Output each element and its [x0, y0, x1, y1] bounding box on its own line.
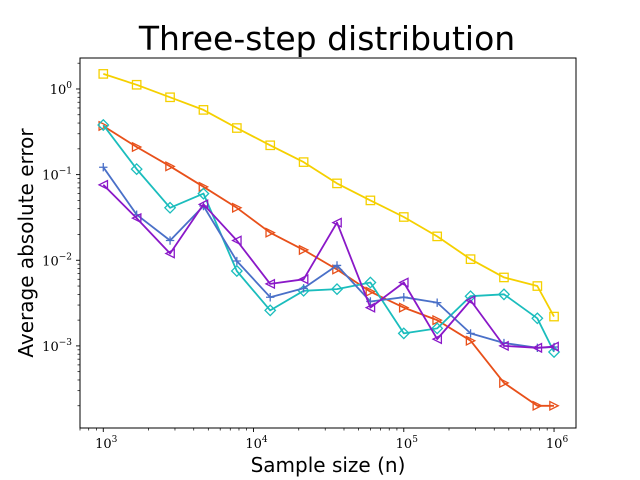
- triangle-right-marker: [499, 377, 510, 389]
- square-marker: [432, 231, 443, 242]
- square-marker: [365, 195, 376, 206]
- diamond-marker: [497, 288, 511, 301]
- diamond-marker: [330, 283, 344, 296]
- diamond-marker: [130, 162, 143, 176]
- triangle-left-marker: [131, 212, 142, 224]
- series-line: [103, 73, 555, 318]
- plus-marker: [232, 256, 242, 266]
- triangle-left-marker: [398, 277, 409, 288]
- diamond-marker: [431, 322, 444, 335]
- plus-marker: [466, 329, 475, 338]
- diamond-marker: [397, 327, 410, 340]
- square-marker: [98, 69, 109, 79]
- triangle-left-marker: [231, 235, 242, 246]
- triangle-left-marker: [531, 342, 543, 354]
- square-marker: [231, 123, 242, 133]
- plus-marker: [266, 293, 275, 302]
- triangle-right-marker: [231, 202, 243, 214]
- triangle-right-marker: [365, 286, 377, 297]
- x-tick-label: 105: [396, 435, 419, 452]
- diamond-marker: [197, 187, 210, 200]
- triangle-right-marker: [131, 141, 143, 153]
- y-tick-label: 10−1: [42, 167, 72, 184]
- diamond-marker: [264, 304, 277, 317]
- triangle-left-marker: [297, 274, 309, 285]
- plus-marker: [299, 284, 308, 293]
- square-marker: [549, 311, 559, 322]
- square-marker: [332, 178, 342, 189]
- triangle-right-marker: [265, 227, 276, 238]
- series-purple-triangle-left: [97, 179, 559, 354]
- x-tick-label: 103: [95, 435, 118, 452]
- y-axis-label: Average absolute error: [14, 128, 38, 358]
- x-tick-label: 104: [245, 435, 268, 452]
- triangle-right-marker: [398, 302, 410, 313]
- square-marker: [298, 157, 309, 167]
- series-line: [102, 184, 555, 349]
- plus-marker: [432, 298, 442, 307]
- square-marker: [532, 281, 543, 291]
- triangle-right-marker: [165, 161, 176, 172]
- y-tick-label: 10−2: [42, 252, 72, 269]
- triangle-left-marker: [464, 295, 476, 306]
- x-tick-label: 106: [546, 435, 569, 452]
- y-tick-label: 10−3: [42, 338, 72, 355]
- axis-ticks: 103 104 105 106 10−3 10−2 10−1 100: [42, 62, 569, 452]
- plus-marker: [332, 261, 342, 270]
- diamond-marker: [364, 276, 377, 289]
- plus-marker: [399, 293, 408, 302]
- square-marker: [198, 105, 209, 115]
- diamond-marker: [531, 312, 544, 325]
- triangle-right-marker: [465, 335, 477, 346]
- triangle-left-marker: [548, 341, 559, 352]
- triangle-right-marker: [432, 314, 443, 326]
- triangle-right-marker: [532, 400, 544, 412]
- diamond-marker: [97, 118, 110, 132]
- triangle-right-marker: [298, 244, 310, 256]
- square-marker: [165, 92, 175, 103]
- diamond-marker: [230, 264, 243, 278]
- square-marker: [398, 212, 409, 222]
- y-tick-label: 100: [50, 81, 73, 98]
- plus-marker: [165, 236, 175, 245]
- triangle-right-marker: [549, 400, 560, 412]
- square-marker: [131, 79, 142, 90]
- triangle-left-marker: [264, 278, 276, 290]
- square-marker: [499, 272, 509, 283]
- triangle-left-marker: [364, 302, 376, 313]
- triangle-left-marker: [197, 199, 209, 210]
- diamond-marker: [163, 201, 177, 214]
- triangle-left-marker: [97, 179, 109, 191]
- x-axis-label: Sample size (n): [251, 453, 406, 477]
- triangle-left-marker: [498, 340, 509, 352]
- plot-area: [97, 69, 561, 412]
- triangle-left-marker: [431, 333, 443, 345]
- chart-title: Three-step distribution: [138, 19, 515, 58]
- square-marker: [465, 254, 476, 265]
- plus-marker: [99, 163, 108, 172]
- series-line: [102, 124, 555, 353]
- triangle-left-marker: [164, 248, 175, 259]
- plot-frame: [79, 57, 577, 429]
- series-yellow-square: [98, 69, 559, 322]
- square-marker: [265, 140, 276, 151]
- triangle-left-marker: [331, 217, 342, 228]
